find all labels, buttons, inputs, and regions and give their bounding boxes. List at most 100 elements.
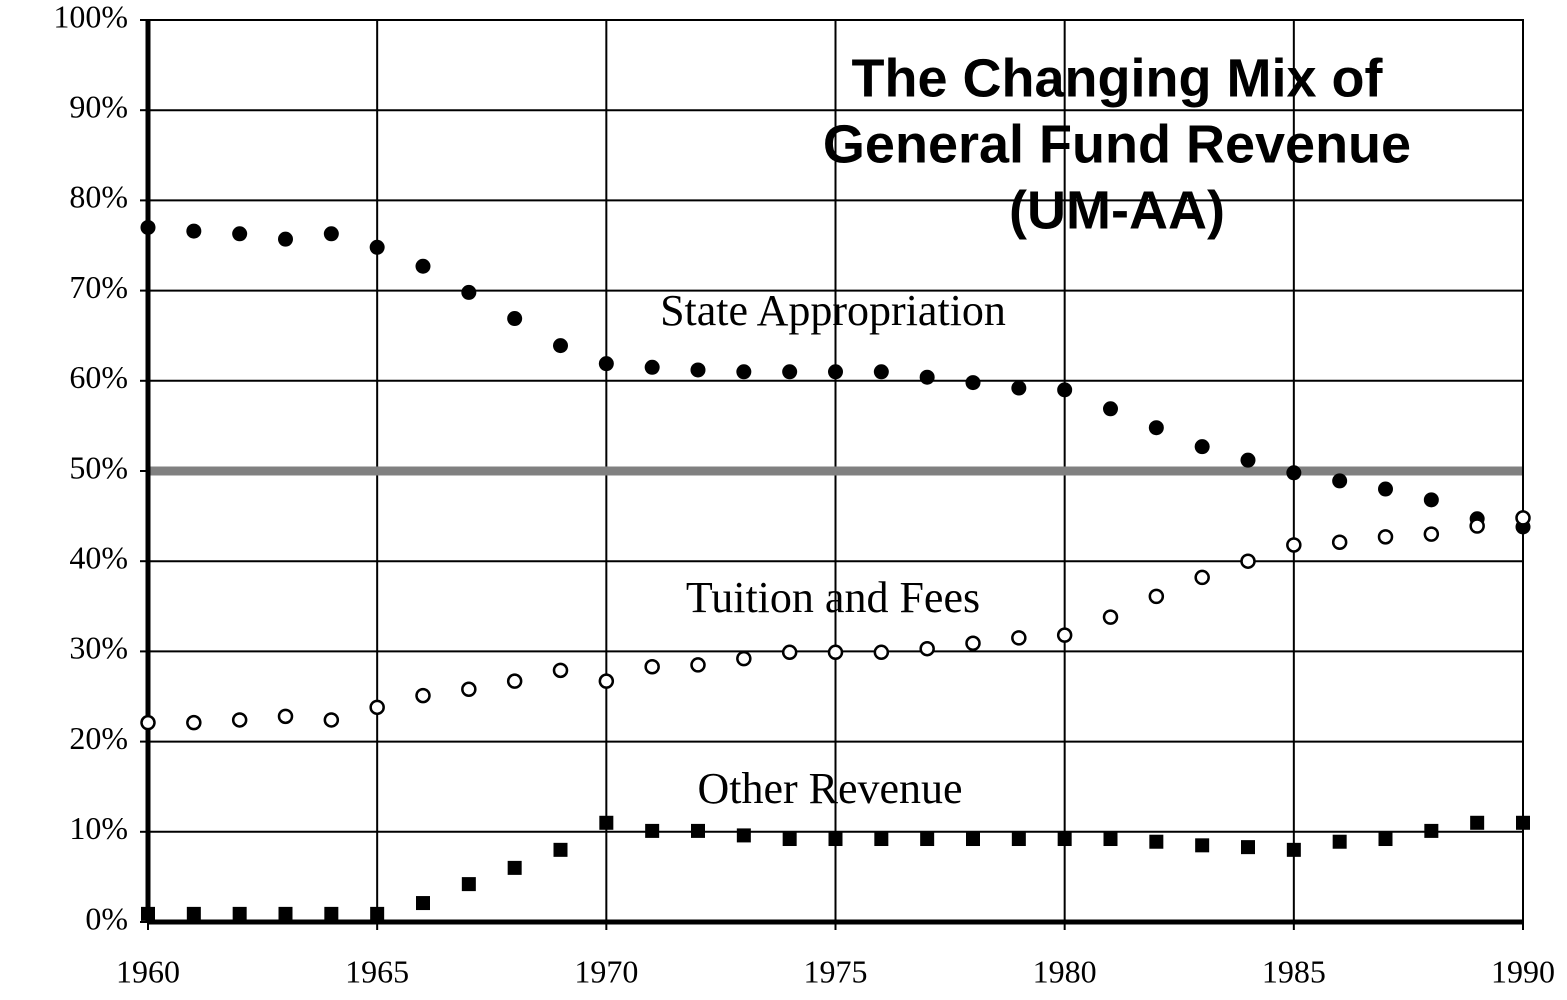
data-point [186,714,202,731]
data-point [232,226,248,242]
data-point [461,877,476,892]
data-point [690,362,706,378]
data-point [781,644,798,661]
data-point [1286,465,1302,481]
data-point [644,359,660,375]
y-tick-label: 0% [85,900,128,936]
y-tick-label: 50% [69,449,128,485]
data-point [1102,609,1119,625]
data-point [1194,439,1210,455]
data-point [598,673,615,689]
data-point [369,239,385,255]
data-point [644,658,660,675]
data-point [1240,553,1256,569]
data-point [1056,627,1073,643]
data-point [323,712,340,728]
y-tick-label: 90% [69,89,128,125]
data-point [324,906,339,921]
y-tick-label: 20% [69,720,128,756]
data-point [966,832,980,847]
data-point [782,364,798,380]
y-tick-label: 10% [69,810,128,846]
data-point [1378,832,1393,847]
data-point [506,673,523,689]
data-point [827,644,844,661]
data-point [691,823,705,838]
data-point [231,712,248,728]
data-point [507,311,523,327]
data-point [1286,842,1301,857]
data-point [1286,537,1302,553]
data-point [598,356,614,372]
data-point [1377,529,1394,545]
x-tick-label: 1960 [116,953,180,989]
data-point [1103,401,1118,417]
y-tick-label: 40% [69,540,128,576]
data-point [965,375,981,391]
data-point [1011,832,1026,847]
data-point [1195,838,1210,853]
series-label: Other Revenue [697,764,962,813]
data-point [507,860,522,875]
x-tick-label: 1970 [574,953,638,989]
y-tick-label: 80% [69,179,128,215]
x-tick-label: 1990 [1491,953,1555,989]
data-point [415,258,431,274]
data-point [874,832,889,847]
data-point [1148,420,1164,436]
data-point [277,708,294,725]
x-tick-label: 1980 [1033,953,1097,989]
data-point [690,657,706,673]
data-point [1103,832,1118,847]
data-point [1516,815,1530,830]
y-tick-label: 100% [53,0,128,34]
data-point [920,832,935,847]
data-point [1011,380,1027,396]
data-point [416,896,430,911]
data-point [415,687,431,704]
data-point [736,828,751,843]
data-point [461,284,477,300]
series-label: State Appropriation [660,286,1006,335]
data-point [553,338,568,354]
data-point [1331,534,1348,551]
series-label: Tuition and Fees [686,573,980,622]
x-tick-label: 1985 [1262,953,1326,989]
data-point [370,906,385,921]
data-point [919,640,935,657]
data-point [1240,452,1256,468]
y-tick-label: 30% [69,630,128,666]
data-point [1424,823,1439,838]
data-point [140,219,156,235]
data-point [323,226,339,242]
data-point [1423,492,1439,508]
data-point [232,906,247,921]
data-point [828,832,843,847]
data-point [278,906,293,921]
data-point [1378,481,1393,497]
data-point [1057,832,1072,847]
data-point [1332,834,1347,849]
data-point [186,223,202,239]
data-point [1469,518,1485,534]
data-point [1148,588,1165,605]
data-point [1423,526,1440,542]
y-tick-label: 70% [69,269,128,305]
x-tick-label: 1965 [345,953,409,989]
data-point [736,364,752,380]
data-point [1241,840,1255,855]
data-point [919,369,935,385]
data-point [873,644,890,661]
data-point [1470,815,1485,830]
data-point [599,815,614,830]
data-point [782,832,797,847]
data-point [553,842,568,857]
data-point [1057,382,1073,398]
x-tick-label: 1975 [804,953,868,989]
data-point [965,635,981,652]
data-point [1515,510,1531,526]
data-point [1332,473,1348,489]
data-point [873,364,889,380]
data-point [278,231,293,247]
